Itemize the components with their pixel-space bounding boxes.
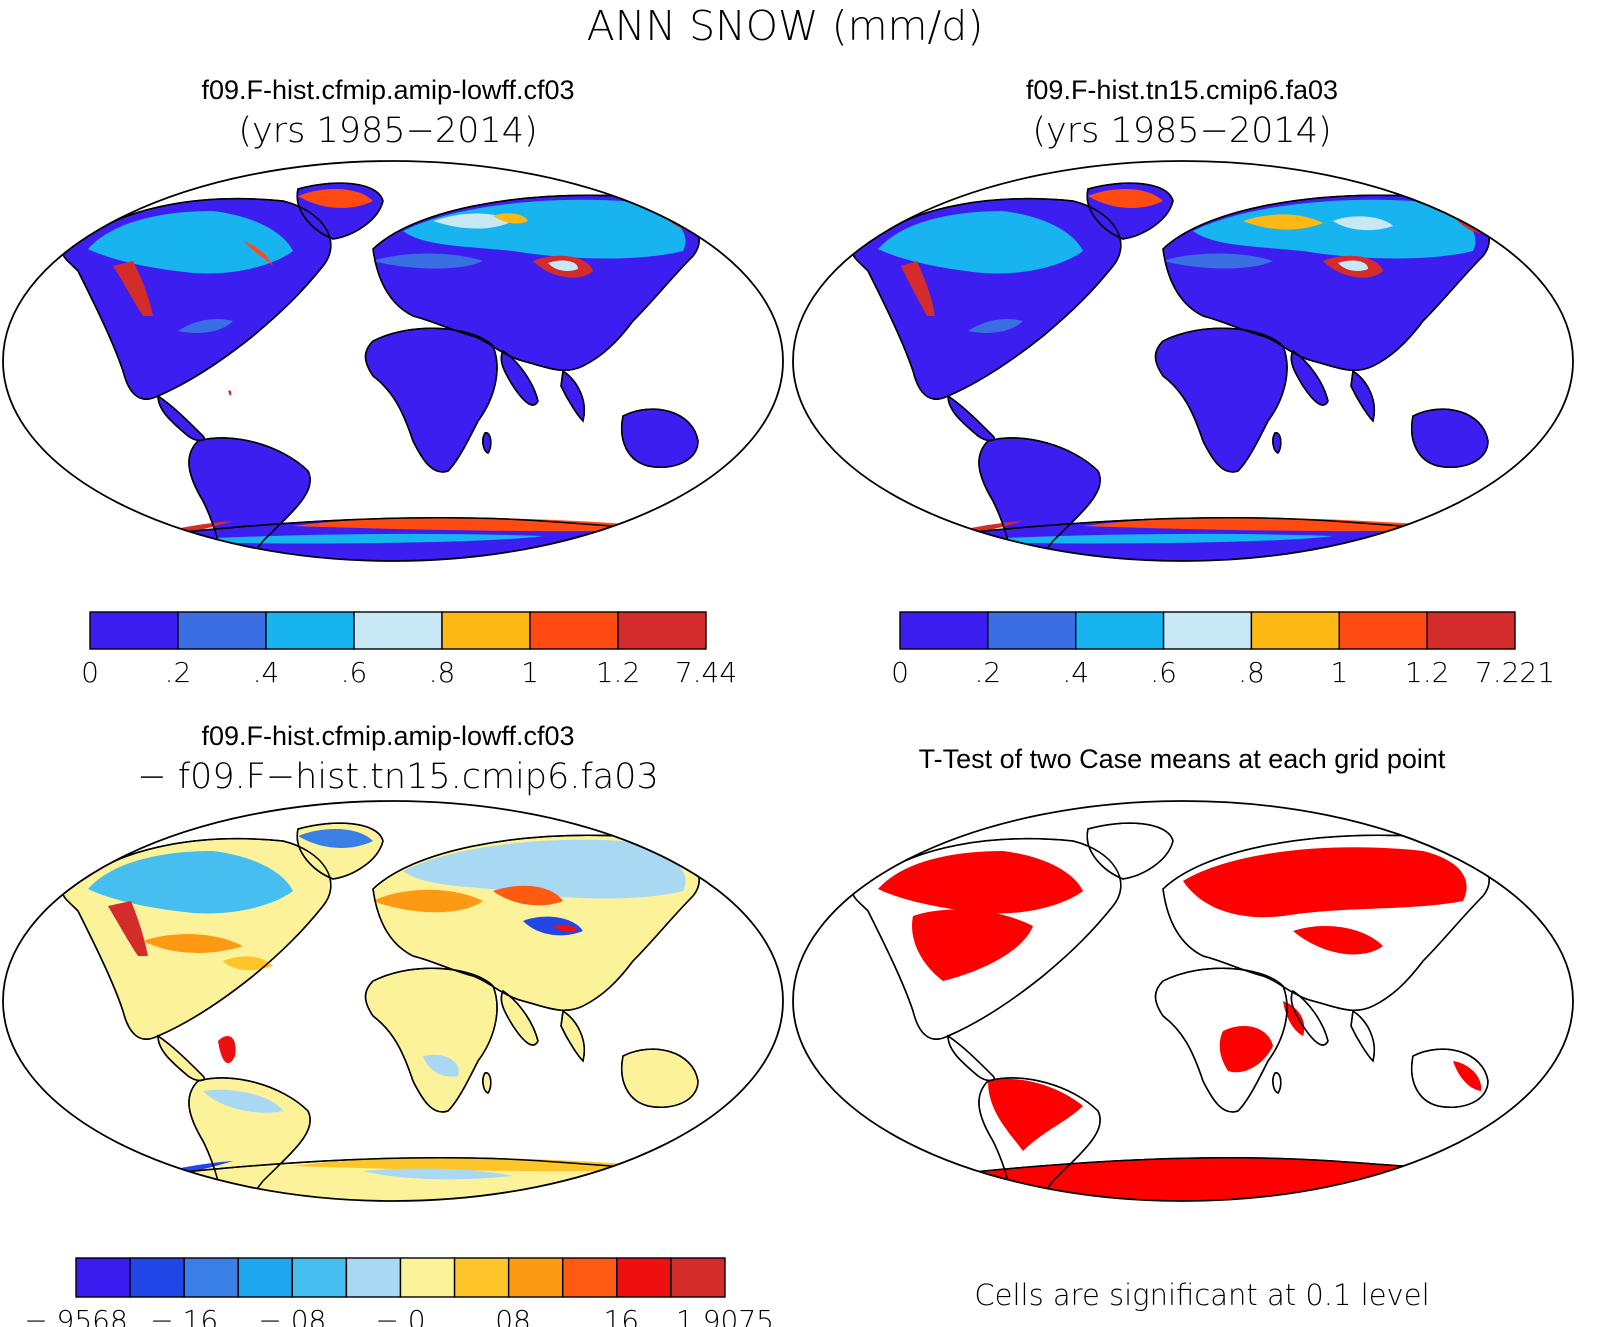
- colorbar-box: [987, 611, 1077, 650]
- colorbar-label: 7.44: [675, 656, 737, 689]
- colorbar-box: [89, 611, 179, 650]
- colorbar-label: .08: [486, 1304, 531, 1327]
- footnote: Cells are significant at 0.1 level: [974, 1278, 1429, 1312]
- panel-subtitle: (yrs 1985−2014): [238, 111, 537, 151]
- colorbar-box: [507, 1257, 564, 1298]
- panel-bottom-left: f09.F-hist.cfmip.amip-lowff.cf03 − f09.F…: [2, 721, 784, 1327]
- colorbar-box: [899, 611, 989, 650]
- colorbar-label: .16: [595, 1304, 640, 1327]
- snow-contours: [878, 189, 1483, 544]
- colorbar-label: .8: [429, 656, 456, 689]
- colorbar-label: .6: [341, 656, 368, 689]
- panel-subtitle: − f09.F−hist.tn15.cmip6.fa03: [137, 757, 658, 797]
- colorbar-box: [562, 1257, 618, 1298]
- colorbar-label: .2: [974, 656, 1001, 689]
- difference-contours: [88, 829, 693, 1180]
- colorbar-label: .8: [1238, 656, 1265, 689]
- colorbar-label: 7.221: [1475, 656, 1555, 689]
- colorbar-label: .6: [1150, 656, 1177, 689]
- colorbar-label: 0: [81, 656, 99, 689]
- colorbar-box: [616, 1257, 672, 1298]
- colorbar-box: [617, 611, 707, 650]
- colorbar-label: 1.2: [1405, 656, 1450, 689]
- colorbar-box: [129, 1257, 185, 1298]
- colorbar-box: [1162, 611, 1253, 650]
- colorbar-box: [1250, 611, 1340, 650]
- colorbar-label: 1.9075: [676, 1304, 774, 1327]
- panel-title: f09.F-hist.cfmip.amip-lowff.cf03: [201, 721, 574, 751]
- panel-top-right: f09.F-hist.tn15.cmip6.fa03 (yrs 1985−201…: [792, 75, 1574, 689]
- world-map: [792, 160, 1574, 562]
- colorbar-box: [453, 1257, 510, 1298]
- colorbar: −.9568 −.16 −.08 −.0 .08 .16 1.9075: [24, 1257, 774, 1327]
- colorbar-box: [177, 611, 267, 650]
- colorbar-box: [441, 611, 531, 650]
- colorbar-box: [399, 1257, 456, 1298]
- colorbar-label: .4: [253, 656, 280, 689]
- colorbar-box: [183, 1257, 239, 1298]
- panel-title: T-Test of two Case means at each grid po…: [919, 744, 1446, 774]
- colorbar-label: .2: [165, 656, 192, 689]
- colorbar-label: −.0: [375, 1304, 425, 1327]
- colorbar-box: [291, 1257, 348, 1298]
- panel-top-left: f09.F-hist.cfmip.amip-lowff.cf03 (yrs 19…: [2, 75, 784, 689]
- colorbar-label: 0: [891, 656, 909, 689]
- colorbar-box: [1075, 611, 1165, 650]
- colorbar-box: [670, 1257, 726, 1298]
- colorbar-label: 1: [521, 656, 539, 689]
- world-map: [792, 800, 1574, 1202]
- panel-bottom-right: T-Test of two Case means at each grid po…: [792, 744, 1574, 1312]
- colorbar-box: [265, 611, 355, 650]
- colorbar-box: [237, 1257, 294, 1298]
- colorbar-box: [1426, 611, 1516, 650]
- colorbar-label: 1: [1330, 656, 1348, 689]
- panel-subtitle: (yrs 1985−2014): [1032, 111, 1331, 151]
- world-map: [2, 160, 784, 562]
- colorbar: 0 .2 .4 .6 .8 1 1.2 7.44: [81, 611, 737, 689]
- panel-title: f09.F-hist.cfmip.amip-lowff.cf03: [201, 75, 574, 105]
- colorbar-label: .4: [1062, 656, 1089, 689]
- main-title: ANN SNOW (mm/d): [587, 2, 984, 50]
- colorbar-box: [75, 1257, 131, 1298]
- colorbar: 0 .2 .4 .6 .8 1 1.2 7.221: [891, 611, 1555, 689]
- panel-title: f09.F-hist.tn15.cmip6.fa03: [1026, 75, 1338, 105]
- colorbar-box: [529, 611, 619, 650]
- colorbar-box: [353, 611, 443, 650]
- colorbar-label: 1.2: [596, 656, 641, 689]
- world-map: [2, 800, 784, 1202]
- colorbar-label: −.16: [150, 1304, 218, 1327]
- colorbar-box: [345, 1257, 402, 1298]
- colorbar-label: −.08: [258, 1304, 326, 1327]
- colorbar-label: −.9568: [24, 1304, 128, 1327]
- colorbar-box: [1338, 611, 1428, 650]
